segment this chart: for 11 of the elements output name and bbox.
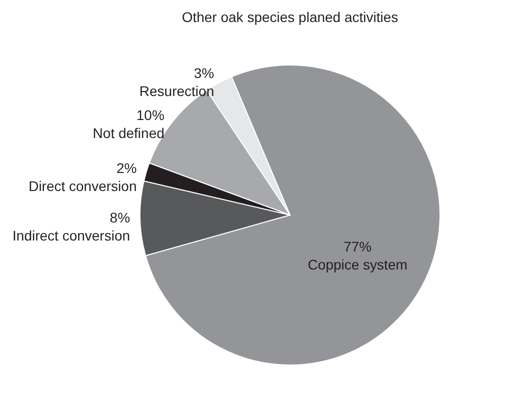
data-label: 8% — [110, 210, 130, 226]
slice-label: Resurection — [139, 83, 214, 100]
data-label: 77% — [344, 238, 372, 255]
slice-label: Direct conversion — [28, 178, 137, 194]
chart-title: Other oak species planed activities — [182, 9, 398, 25]
data-label: 10% — [136, 106, 164, 123]
slice-label: Coppice system — [308, 256, 408, 273]
slice-label: Not defined — [92, 124, 164, 141]
data-label: 2% — [116, 160, 137, 176]
slice-label: Indirect conversion — [12, 228, 130, 244]
data-label: 3% — [194, 65, 214, 82]
